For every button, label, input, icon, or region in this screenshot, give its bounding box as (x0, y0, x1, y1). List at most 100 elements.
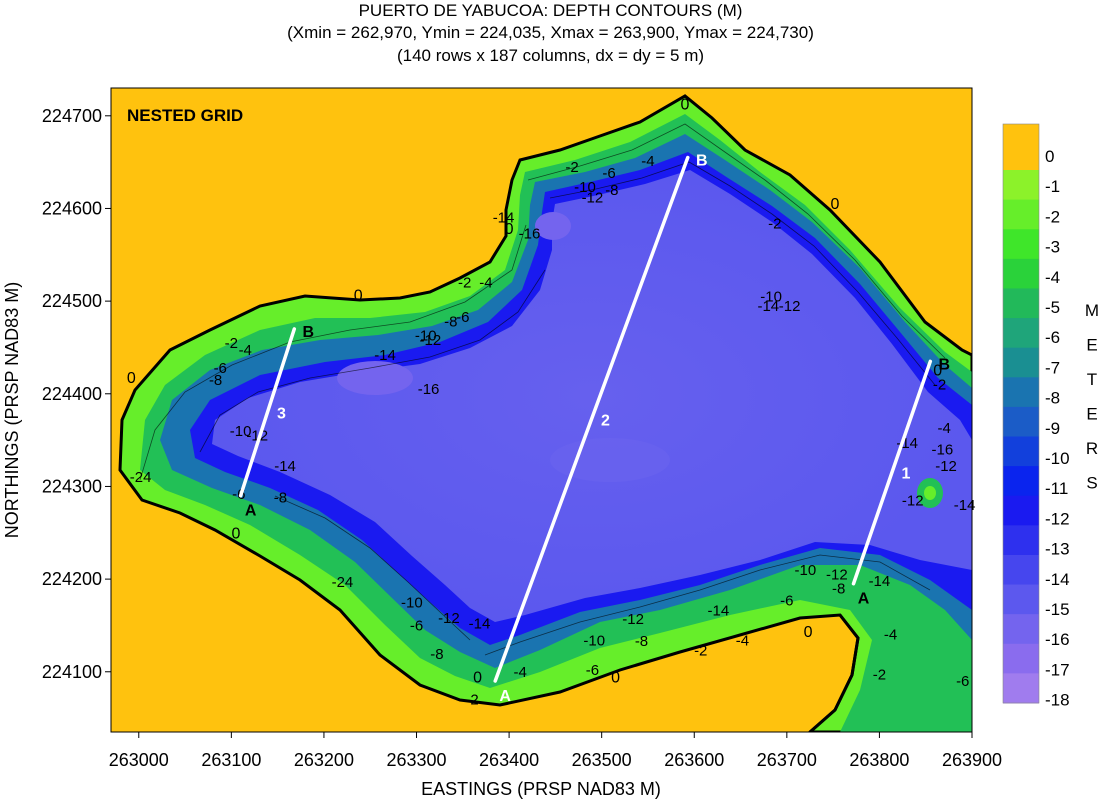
depth-contour-label: -6 (456, 309, 469, 326)
colorbar-level-label: -11 (1045, 479, 1068, 498)
colorbar-swatch (1003, 614, 1039, 645)
harbor-depth-15-band (212, 170, 972, 622)
colorbar-unit-letter: E (1086, 336, 1097, 355)
y-tick-label: 224100 (42, 662, 102, 682)
depth-contour-label: -4 (514, 664, 527, 681)
y-tick-label: 224300 (42, 476, 102, 496)
depth-contour-label: -10 (401, 594, 423, 611)
transect-lines: 1 A B 2 A B 3 A B (238, 152, 951, 705)
colorbar: 0 -1 -2 -3 -4 -5 -6 -7 -8 -9 -10 -11 -12 -13 -14 -15 -16… (1002, 123, 1070, 710)
depth-contour-label: -8 (209, 372, 222, 389)
zero-contour-line (809, 614, 860, 732)
depth-contour-label: -6 (780, 592, 793, 609)
depth-contour-label: -6 (410, 617, 423, 634)
depth-contour-label: -24 (130, 469, 152, 486)
colorbar-unit-letter: T (1087, 370, 1097, 389)
depth-contour-label: -12 (582, 189, 604, 206)
x-tick-label: 263200 (294, 750, 354, 770)
depth-contour-label: -16 (418, 381, 440, 398)
colorbar-level-label: -8 (1045, 389, 1060, 408)
colorbar-swatch (1003, 406, 1039, 437)
depth-contour-label: -6 (586, 662, 599, 679)
x-tick-label: 263300 (386, 750, 446, 770)
deep-patch-16 (337, 361, 413, 395)
x-tick-label: 263600 (664, 750, 724, 770)
depth-contour-label: -10 (760, 288, 782, 305)
depth-contour-label: -2 (873, 667, 886, 684)
chart-title: PUERTO DE YABUCOA: DEPTH CONTOURS (M) (358, 1, 743, 20)
depth-contour-label: -14 (954, 497, 976, 514)
zero-contour-label: 0 (681, 97, 690, 114)
depth-contour-label: -4 (736, 632, 749, 649)
x-tick-label: 263900 (942, 750, 1002, 770)
transect-2-end-label: B (696, 152, 708, 169)
depth-contour-label: -14 (707, 603, 729, 620)
transect-3-end-label: B (303, 324, 315, 341)
deep-patch-north (535, 212, 571, 240)
depth-contour-label: -8 (605, 182, 618, 199)
colorbar-level-label: -2 (1045, 207, 1060, 226)
zero-contour-labels: 0 0 0 0 0 0 0 0 0 0 (127, 97, 942, 687)
x-axis-title: EASTINGS (PRSP NAD83 M) (421, 779, 661, 799)
colorbar-swatch (1003, 495, 1039, 526)
colorbar-unit-letter: R (1086, 439, 1098, 458)
transect-2-line (493, 155, 690, 683)
colorbar-level-label: 0 (1045, 147, 1054, 166)
depth-contour-label: -16 (519, 225, 541, 242)
colorbar-level-label: -17 (1045, 660, 1070, 679)
depth-contour-label: -2 (465, 692, 478, 709)
colorbar-level-label: -14 (1045, 570, 1070, 589)
y-tick-label: 224200 (42, 569, 102, 589)
depth-contour-label: -14 (757, 298, 779, 315)
transect-3-start-label: A (245, 503, 257, 520)
depth-contour-label: -6 (214, 360, 227, 377)
chart-subtitle-grid: (140 rows x 187 columns, dx = dy = 5 m) (396, 46, 705, 65)
depth-contour-label: -8 (430, 646, 443, 663)
x-tick-label: 263000 (109, 750, 169, 770)
y-tick-label: 224400 (42, 384, 102, 404)
plot-area (111, 88, 972, 732)
colorbar-level-label: -13 (1045, 540, 1070, 559)
depth-contour-label: -12 (826, 566, 848, 583)
transect-2-label: 2 (601, 412, 610, 429)
depth-contour-label: -8 (832, 580, 845, 597)
x-tick-label: 263800 (849, 750, 909, 770)
colorbar-swatch (1003, 377, 1039, 408)
zero-contour-label: 0 (933, 363, 942, 380)
colorbar-swatch (1003, 643, 1039, 674)
colorbar-swatch (1003, 229, 1039, 260)
knoll-east-core (924, 486, 936, 500)
nested-grid-label: NESTED GRID (127, 106, 243, 125)
colorbar-level-label: -3 (1045, 238, 1060, 257)
colorbar-swatch (1003, 170, 1039, 201)
plot-frame (110, 87, 973, 733)
colorbar-swatch (1003, 525, 1039, 556)
depth-contour-label: -4 (884, 627, 897, 644)
depth-contour-label: -2 (933, 377, 946, 394)
transect-1-label: 1 (901, 466, 910, 483)
transect-3-label: 3 (277, 405, 286, 422)
contour-isoline-inner (199, 161, 936, 453)
colorbar-swatch (1003, 318, 1039, 349)
depth-contour-label: -8 (444, 314, 457, 331)
zero-contour-label: 0 (611, 669, 620, 686)
depth-contour-label: -4 (239, 342, 252, 359)
transect-3-line (238, 327, 297, 498)
depth-contour-label: -10 (574, 179, 596, 196)
depth-contour-label: -10 (583, 632, 605, 649)
colorbar-swatch (1003, 466, 1039, 497)
y-tick-label: 224500 (42, 291, 102, 311)
colorbar-swatch (1003, 436, 1039, 467)
colorbar-level-label: -4 (1045, 268, 1060, 287)
transect-1-end-label: B (939, 356, 951, 373)
depth-contour-label: -2 (458, 275, 471, 292)
depth-contour-label: -4 (479, 275, 492, 292)
zero-contour-label: 0 (473, 669, 482, 686)
depth-contour-label: -4 (641, 153, 654, 170)
colorbar-swatch (1003, 199, 1039, 230)
colorbar-level-label: -6 (1045, 328, 1060, 347)
depth-contour-label: -2 (768, 215, 781, 232)
depth-contour-label: -6 (956, 673, 969, 690)
depth-contour-label: -14 (869, 573, 891, 590)
